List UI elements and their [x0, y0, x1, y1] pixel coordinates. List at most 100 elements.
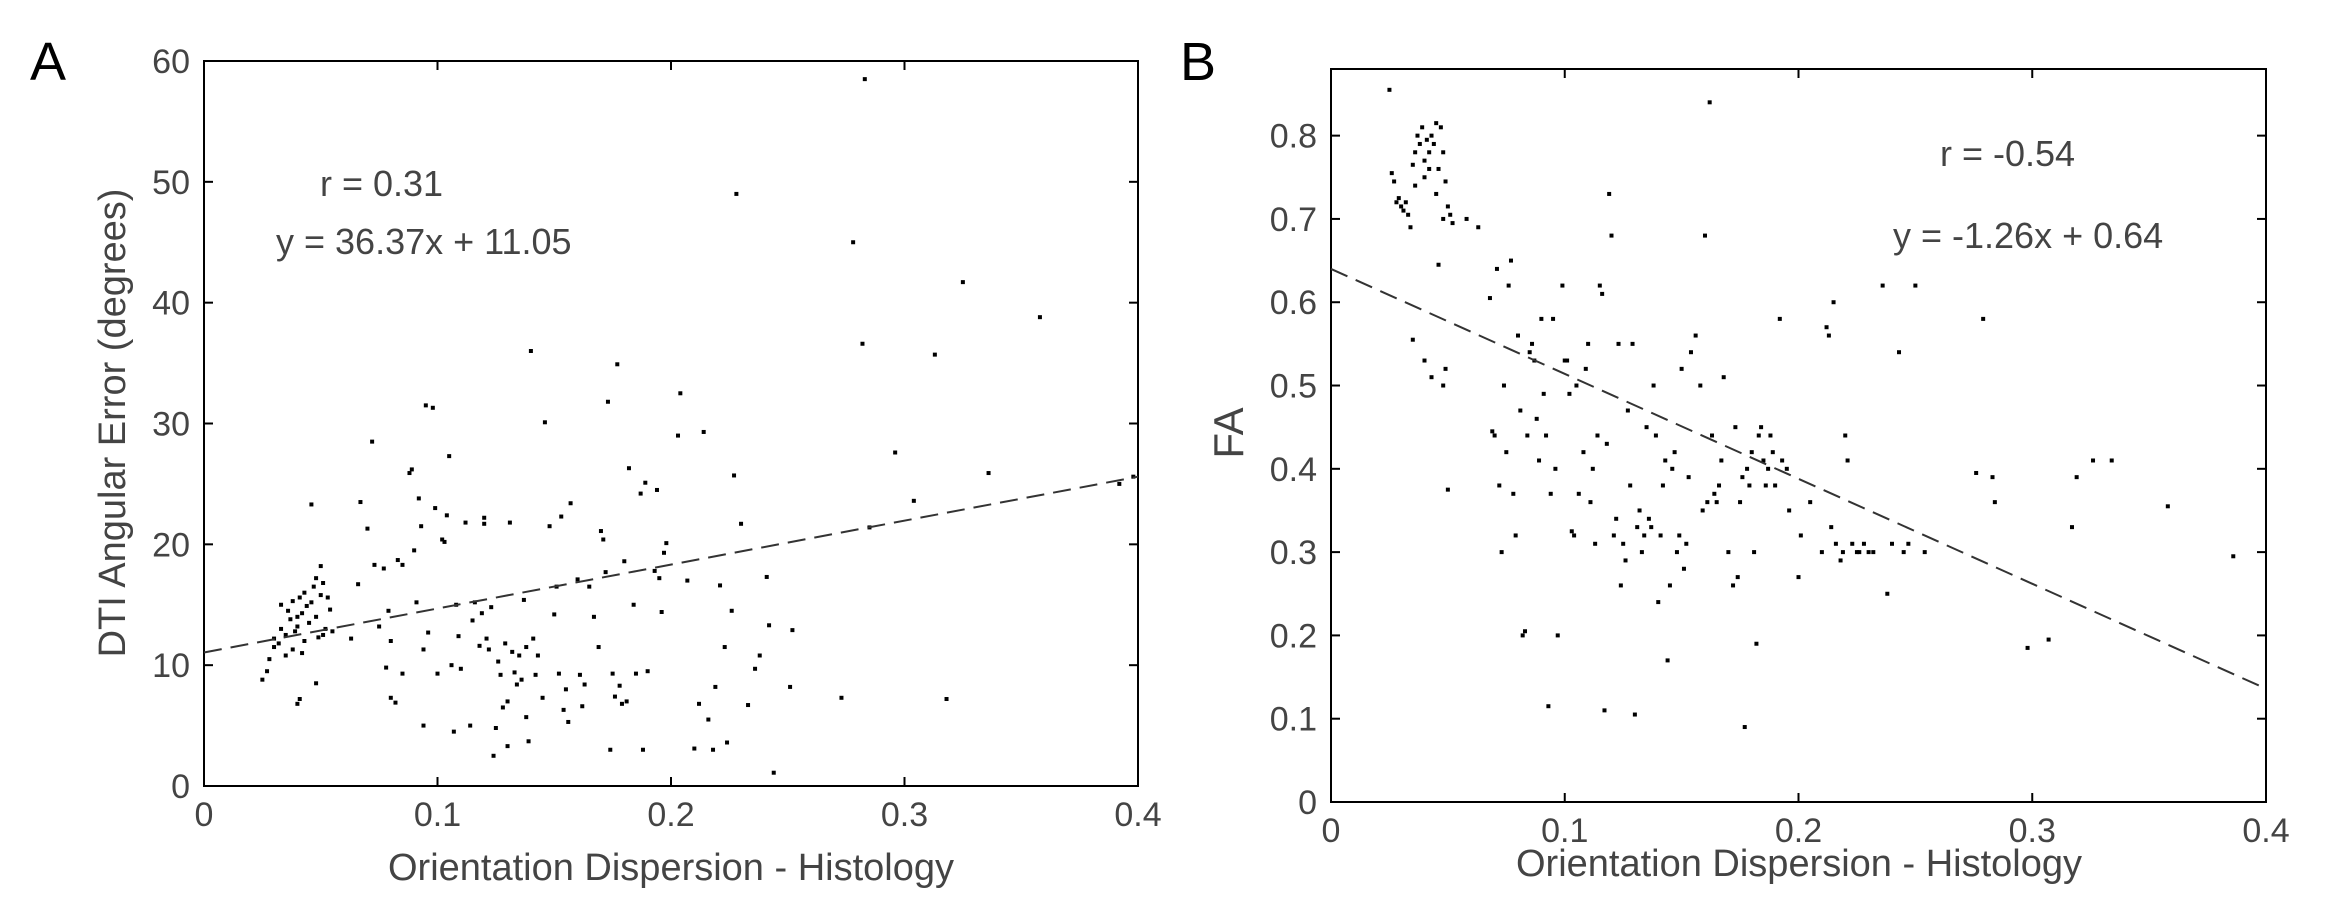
panel-b-data-point: [1660, 483, 1665, 488]
panel-a-data-point: [458, 666, 463, 671]
panel-b-data-point: [1548, 491, 1553, 496]
panel-b-data-point: [1565, 358, 1570, 363]
panel-b-data-point: [1530, 341, 1535, 346]
panel-b-data-point: [1406, 212, 1411, 217]
panel-a-data-point: [325, 595, 330, 600]
panel-b-data-point: [1422, 158, 1427, 163]
panel-a-y-tick-label: 0: [171, 768, 190, 806]
panel-b-data-point: [1763, 483, 1768, 488]
panel-a-data-point: [764, 574, 769, 579]
panel-b-data-point: [1784, 466, 1789, 471]
panel-b-data-point: [1441, 150, 1446, 155]
panel-b-y-tick-label: 0.1: [1270, 701, 1317, 739]
panel-b-x-tick-label: 0.3: [2009, 812, 2056, 850]
panel-a-data-point: [603, 570, 608, 575]
panel-b-data-point: [1742, 725, 1747, 730]
panel-b-data-point: [1443, 366, 1448, 371]
panel-a-data-point: [272, 645, 277, 650]
panel-b-data-point: [1850, 541, 1855, 546]
panel-b-data-point: [1674, 550, 1679, 555]
panel-b-data-point: [1829, 525, 1834, 530]
panel-a-data-point: [493, 726, 498, 730]
panel-b-data-point: [1833, 541, 1838, 546]
panel-a-data-point: [482, 515, 487, 520]
panel-a-data-point: [309, 502, 314, 507]
panel-a-data-point: [300, 651, 305, 656]
panel-a-data-point: [304, 603, 309, 608]
panel-a-data-point: [419, 524, 424, 529]
panel-b-data-point: [1422, 358, 1427, 363]
panel-b-data-point: [1717, 483, 1722, 488]
panel-b-data-point: [1429, 133, 1434, 138]
panel-b-data-point: [1731, 583, 1736, 588]
panel-b-data-point: [1410, 337, 1415, 342]
panel-b-data-point: [1434, 121, 1439, 126]
panel-a-data-point: [619, 701, 624, 706]
panel-a-data-point: [788, 684, 793, 689]
panel-a-data-point: [451, 729, 456, 734]
panel-a-data-point: [517, 653, 522, 658]
panel-a-data-point: [500, 705, 505, 710]
panel-a-data-point: [409, 467, 414, 472]
panel-a-data-point: [430, 405, 435, 410]
panel-a-x-tick-label: 0.2: [647, 796, 694, 834]
panel-a-data-point: [503, 641, 508, 646]
panel-a-data-point: [412, 548, 417, 553]
panel-b-data-point: [1394, 200, 1399, 205]
panel-a-data-point: [960, 280, 965, 285]
panel-a-data-point: [893, 450, 898, 455]
panel-a-data-point: [753, 666, 758, 671]
panel-b-data-point: [1712, 491, 1717, 496]
panel-b-data-point: [1424, 137, 1429, 142]
panel-b-x-tick-label: 0: [1322, 812, 1341, 850]
panel-a-stat-r: r = 0.31: [320, 163, 443, 204]
panel-a-x-tick-label: 0.4: [1114, 796, 1161, 834]
panel-b-data-point: [1777, 316, 1782, 321]
panel-b-data-point: [1562, 358, 1567, 363]
panel-b-label: B: [1180, 32, 1216, 92]
panel-a-data-point: [384, 665, 389, 670]
panel-b-data-point: [1590, 466, 1595, 471]
panel-a-data-point: [757, 653, 762, 658]
panel-a-y-tick-label: 20: [152, 526, 190, 564]
panel-a-data-point: [400, 671, 405, 676]
panel-a-data-point: [321, 581, 326, 585]
panel-a-data-point: [563, 687, 568, 692]
panel-b-y-tick-label: 0.4: [1270, 451, 1317, 489]
panel-b-data-point: [1401, 208, 1406, 213]
panel-b-data-point: [1770, 450, 1775, 455]
panel-a-data-point: [692, 746, 697, 751]
panel-a-data-point: [470, 618, 475, 623]
panel-a-data-point: [531, 636, 536, 641]
panel-a-data-point: [377, 624, 382, 629]
panel-b-data-point: [1681, 566, 1686, 571]
panel-a-data-point: [498, 672, 503, 677]
panel-a-y-ticks: 0 10 20 30 40 50 60: [152, 43, 1138, 806]
panel-a-stat-eq: y = 36.37x + 11.05: [276, 221, 572, 262]
panel-a-data-point: [676, 433, 681, 438]
panel-b-data-point: [1576, 491, 1581, 496]
panel-b-data-point: [1992, 500, 1997, 505]
panel-b-data-point: [1658, 533, 1663, 538]
panel-a-data-point: [311, 584, 316, 589]
panel-a-data-point: [426, 630, 431, 635]
panel-b-data-point: [1625, 408, 1630, 413]
panel-a-data-point: [640, 747, 645, 752]
panel-a-data-point: [393, 700, 398, 705]
panel-a-data-point: [276, 641, 281, 646]
panel-b-data-point: [1494, 266, 1499, 271]
panel-a-data-point: [1037, 315, 1042, 320]
panel-b-data-point: [1523, 629, 1528, 634]
panel-b-data-point: [1408, 225, 1413, 230]
panel-b-data-point: [1700, 508, 1705, 513]
panel-a-data-point: [302, 590, 307, 595]
panel-a-data-point: [505, 699, 510, 704]
panel-a-data-point: [286, 608, 291, 613]
panel-a-data-point: [510, 649, 515, 654]
panel-b-data-point: [1871, 550, 1876, 555]
panel-a-data-point: [318, 593, 323, 598]
panel-b-stat-eq: y = -1.26x + 0.64: [1893, 215, 2163, 256]
panel-a-x-tick-label: 0: [195, 796, 214, 834]
panel-a-data-point: [521, 597, 526, 602]
panel-b-data-point: [1417, 141, 1422, 146]
